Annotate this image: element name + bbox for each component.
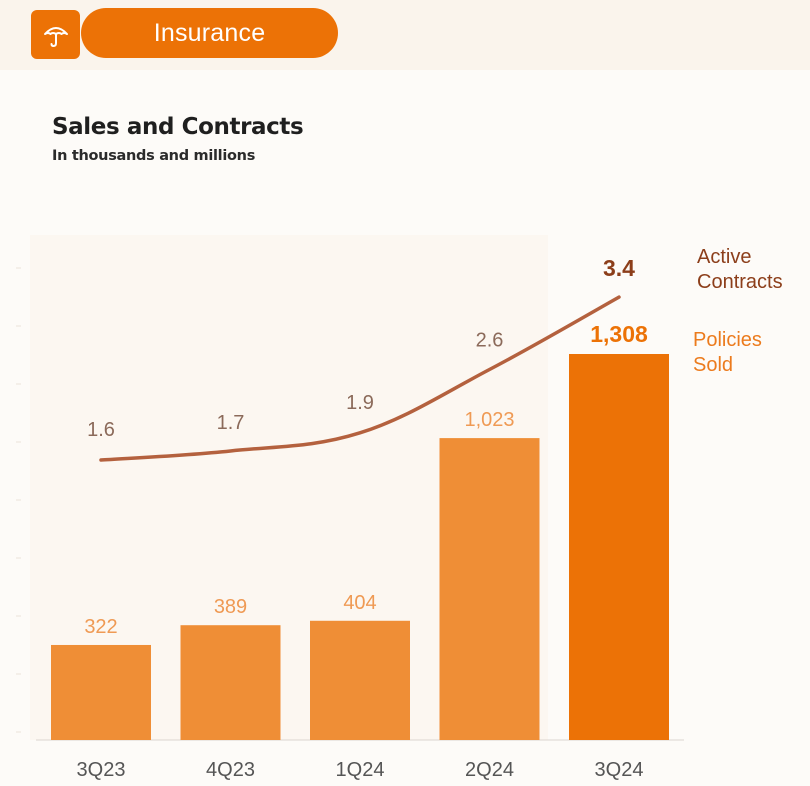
legend-active-contracts: Active Contracts [697,245,783,295]
x-tick-label: 1Q24 [336,759,385,781]
bar-value-label: 1,308 [590,321,648,347]
bar-policies-sold [51,644,151,740]
bar-policies-sold [439,438,540,740]
bar-policies-sold [310,620,410,740]
x-tick-label: 2Q24 [465,759,514,781]
bar-value-label: 389 [214,596,247,618]
legend-policies-sold-line1: Policies [693,329,762,351]
line-active-contracts [99,295,621,462]
legend-policies-sold: Policies Sold [693,328,762,378]
bar-policies-sold [180,625,281,740]
section-pill: Insurance [81,8,338,58]
bar-value-label: 322 [84,616,117,638]
bar-value-label: 1,023 [464,409,514,431]
x-tick-label: 3Q24 [595,759,644,781]
legend-active-contracts-line1: Active [697,246,752,268]
chart-title: Sales and Contracts [52,114,304,140]
section-header: Insurance [0,0,810,70]
x-tick-label: 3Q23 [77,759,126,781]
chart-subtitle: In thousands and millions [52,148,256,164]
line-value-label: 2.6 [476,330,504,352]
legend-active-contracts-line2: Contracts [697,271,783,293]
line-value-label: 1.6 [87,419,115,441]
bar-value-label: 404 [343,592,376,614]
line-value-label: 1.9 [346,392,374,414]
bar-policies-sold [569,354,669,740]
umbrella-icon [31,10,80,59]
legend-policies-sold-line2: Sold [693,354,734,376]
line-value-label: 1.7 [217,412,245,434]
x-tick-label: 4Q23 [206,759,255,781]
section-label: Insurance [153,18,266,47]
line-value-label: 3.4 [603,255,635,281]
